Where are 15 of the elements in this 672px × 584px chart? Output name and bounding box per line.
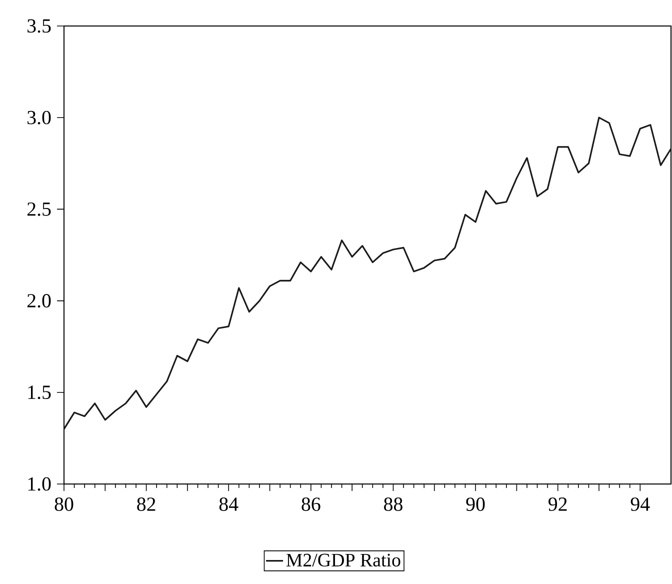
x-tick-label: 80 <box>54 498 74 511</box>
y-tick-label: 2.5 <box>27 202 51 216</box>
legend-label: M2/GDP Ratio <box>286 554 400 567</box>
x-tick-label: 82 <box>137 498 156 511</box>
x-tick-label: 94 <box>630 498 650 511</box>
y-tick-label: 1.0 <box>28 477 51 491</box>
x-tick-label: 84 <box>219 498 238 511</box>
y-tick-label: 3.5 <box>28 19 51 33</box>
x-tick-label: 88 <box>384 498 402 511</box>
x-tick-label: 90 <box>466 498 485 511</box>
x-tick-label: 92 <box>548 498 567 511</box>
y-tick-label: 2.0 <box>27 294 51 308</box>
y-tick-label: 1.5 <box>28 386 51 400</box>
x-tick-label: 86 <box>302 498 320 511</box>
y-tick-label: 3.0 <box>28 110 51 124</box>
